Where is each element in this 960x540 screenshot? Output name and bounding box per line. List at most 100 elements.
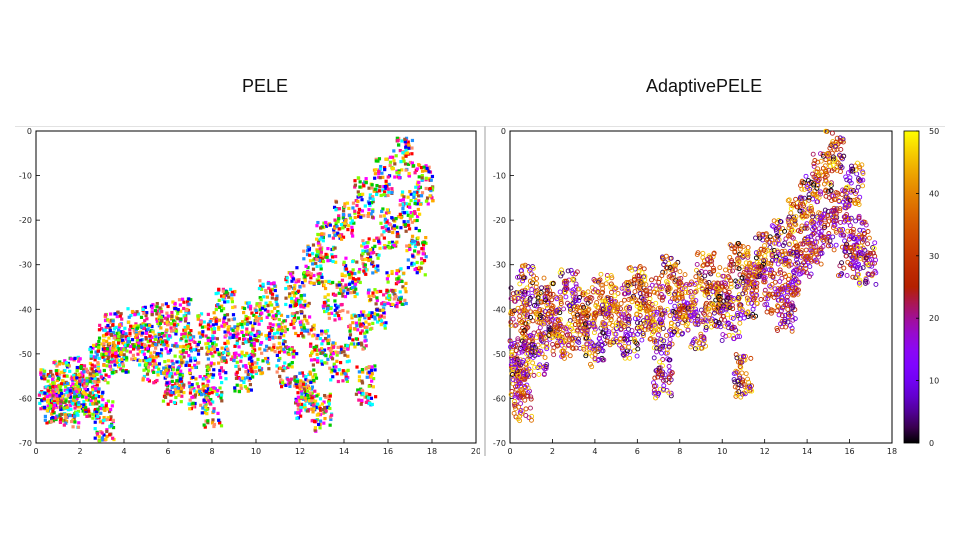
data-point: [345, 360, 349, 364]
data-point: [64, 421, 68, 425]
data-point: [72, 399, 76, 403]
data-point: [373, 172, 378, 176]
data-point: [254, 310, 259, 314]
data-point: [146, 327, 150, 331]
data-point: [417, 180, 421, 185]
data-point: [587, 361, 593, 367]
data-point: [136, 312, 141, 316]
data-point: [346, 227, 350, 232]
data-point: [395, 240, 399, 244]
data-point: [210, 342, 215, 346]
data-point: [360, 381, 365, 385]
data-point: [70, 375, 74, 379]
data-point: [141, 376, 145, 380]
data-point: [296, 402, 300, 406]
data-point: [259, 316, 263, 320]
data-point: [372, 376, 376, 381]
data-point: [117, 347, 121, 351]
data-point: [405, 249, 409, 253]
data-point: [636, 273, 642, 279]
data-point: [668, 267, 674, 273]
chart-title-adaptivepele: AdaptivePELE: [646, 76, 763, 96]
data-point: [255, 302, 259, 306]
data-point: [226, 347, 230, 351]
data-point: [157, 362, 162, 366]
data-point: [67, 364, 71, 368]
data-point: [528, 369, 534, 374]
data-point: [542, 295, 548, 301]
data-point: [667, 299, 673, 305]
data-point: [349, 221, 353, 225]
data-point: [163, 395, 168, 399]
data-point: [239, 386, 243, 390]
data-point: [300, 402, 304, 406]
data-point: [672, 303, 678, 309]
data-point: [376, 159, 380, 163]
data-point: [558, 299, 564, 305]
data-point: [561, 280, 567, 286]
data-point: [410, 152, 414, 156]
data-point: [119, 334, 123, 339]
data-point: [358, 180, 362, 184]
data-point: [60, 382, 64, 386]
data-point: [396, 234, 400, 239]
data-point: [218, 368, 222, 373]
data-point: [410, 161, 415, 165]
data-point: [550, 316, 555, 322]
data-point: [181, 385, 185, 389]
data-point: [42, 369, 47, 373]
data-point: [166, 402, 170, 406]
data-point: [133, 313, 137, 317]
data-point: [332, 205, 337, 209]
data-point: [417, 163, 421, 167]
data-point: [569, 290, 575, 296]
data-point: [335, 306, 339, 310]
y-tick-label: 0: [501, 127, 506, 136]
data-point: [187, 311, 191, 315]
data-point: [335, 224, 339, 229]
data-point: [124, 370, 128, 374]
data-point: [189, 359, 193, 363]
data-point: [336, 207, 340, 211]
data-point: [121, 369, 125, 373]
data-point: [318, 419, 323, 423]
data-point: [111, 418, 115, 422]
data-point: [240, 352, 244, 356]
data-point: [388, 160, 393, 164]
data-point: [244, 365, 248, 369]
data-point: [117, 334, 121, 339]
data-point: [302, 293, 307, 297]
data-point: [325, 405, 329, 409]
data-point: [349, 342, 354, 346]
data-point: [258, 347, 262, 351]
data-point: [148, 323, 152, 327]
data-point: [205, 396, 209, 400]
data-point: [568, 267, 574, 273]
data-point: [175, 368, 179, 372]
data-point: [92, 343, 96, 347]
data-point: [265, 315, 269, 319]
data-point: [407, 227, 412, 231]
data-point: [150, 306, 154, 310]
data-point: [410, 146, 414, 150]
data-point: [181, 348, 185, 352]
data-point: [183, 325, 187, 330]
y-tick-label: -20: [19, 216, 32, 225]
data-point: [241, 306, 245, 310]
data-point: [257, 317, 261, 321]
data-point: [309, 380, 313, 385]
data-point: [139, 341, 143, 345]
data-point: [593, 313, 599, 319]
data-point: [561, 306, 567, 312]
data-point: [165, 340, 169, 344]
data-point: [281, 368, 285, 373]
data-point: [315, 413, 319, 417]
data-point: [404, 142, 408, 147]
data-point: [328, 366, 332, 370]
data-point: [685, 290, 691, 295]
data-point: [199, 312, 204, 316]
data-point: [390, 271, 394, 276]
data-point: [193, 356, 197, 360]
data-point: [629, 299, 635, 305]
data-point: [382, 315, 386, 319]
